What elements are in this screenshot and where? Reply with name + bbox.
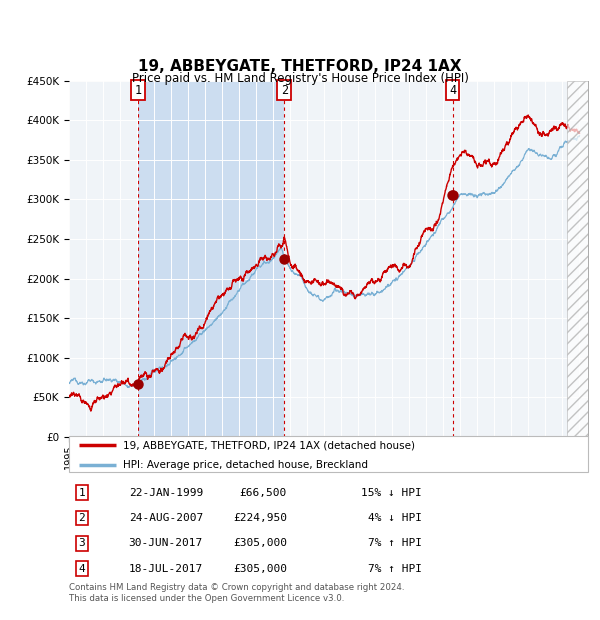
Text: 19, ABBEYGATE, THETFORD, IP24 1AX: 19, ABBEYGATE, THETFORD, IP24 1AX xyxy=(138,60,462,74)
Text: 30-JUN-2017: 30-JUN-2017 xyxy=(128,538,203,549)
Text: 1: 1 xyxy=(79,488,85,498)
Text: £224,950: £224,950 xyxy=(233,513,287,523)
FancyBboxPatch shape xyxy=(69,436,588,472)
Text: 7% ↑ HPI: 7% ↑ HPI xyxy=(368,538,422,549)
Text: 2: 2 xyxy=(79,513,85,523)
Text: 4: 4 xyxy=(449,84,456,97)
Text: 22-JAN-1999: 22-JAN-1999 xyxy=(128,488,203,498)
Text: HPI: Average price, detached house, Breckland: HPI: Average price, detached house, Brec… xyxy=(124,459,368,469)
Text: £305,000: £305,000 xyxy=(233,564,287,574)
Text: 15% ↓ HPI: 15% ↓ HPI xyxy=(361,488,422,498)
Text: 1: 1 xyxy=(134,84,142,97)
Bar xyxy=(138,81,284,437)
Text: 24-AUG-2007: 24-AUG-2007 xyxy=(128,513,203,523)
Text: 3: 3 xyxy=(79,538,85,549)
Bar xyxy=(567,81,588,437)
Text: 19, ABBEYGATE, THETFORD, IP24 1AX (detached house): 19, ABBEYGATE, THETFORD, IP24 1AX (detac… xyxy=(124,440,415,451)
Text: 4: 4 xyxy=(79,564,85,574)
Text: Price paid vs. HM Land Registry's House Price Index (HPI): Price paid vs. HM Land Registry's House … xyxy=(131,73,469,85)
Text: 18-JUL-2017: 18-JUL-2017 xyxy=(128,564,203,574)
Text: 4% ↓ HPI: 4% ↓ HPI xyxy=(368,513,422,523)
Text: 7% ↑ HPI: 7% ↑ HPI xyxy=(368,564,422,574)
Text: Contains HM Land Registry data © Crown copyright and database right 2024.
This d: Contains HM Land Registry data © Crown c… xyxy=(69,583,404,603)
Text: 2: 2 xyxy=(281,84,288,97)
Text: £305,000: £305,000 xyxy=(233,538,287,549)
Text: £66,500: £66,500 xyxy=(240,488,287,498)
